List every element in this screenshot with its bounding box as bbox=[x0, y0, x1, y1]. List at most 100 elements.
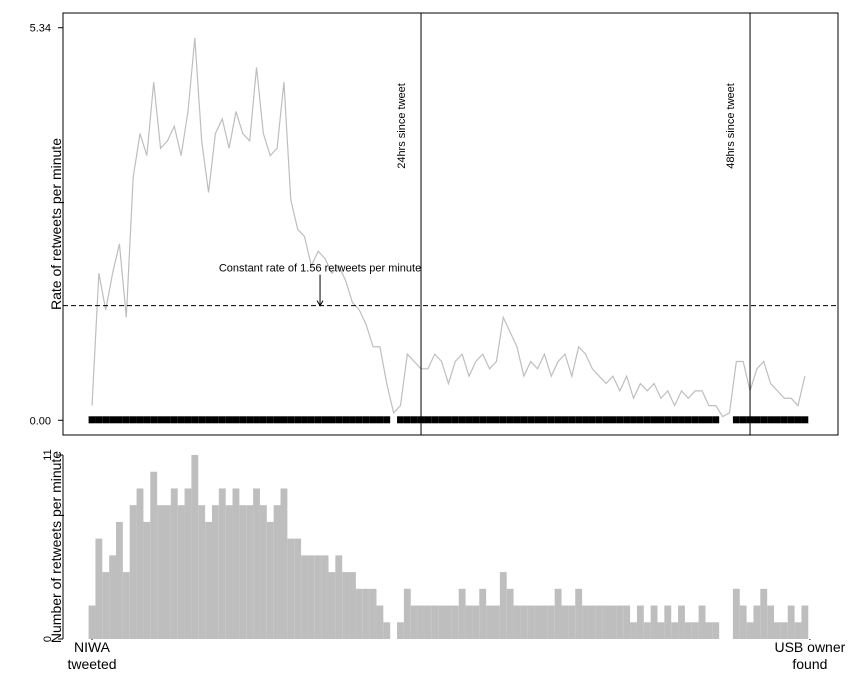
bar bbox=[774, 622, 781, 639]
arrow-head bbox=[316, 300, 324, 307]
bar bbox=[705, 622, 713, 639]
bar bbox=[246, 505, 254, 639]
rug-mark bbox=[383, 416, 391, 424]
bar bbox=[520, 605, 528, 639]
rug-mark bbox=[335, 416, 343, 424]
rug-mark bbox=[150, 416, 158, 424]
rug-mark bbox=[739, 416, 747, 424]
bar bbox=[342, 572, 350, 639]
rug-mark bbox=[712, 416, 720, 424]
rug-mark bbox=[239, 416, 247, 424]
bar bbox=[218, 488, 226, 639]
rug-mark bbox=[232, 416, 240, 424]
rug-mark bbox=[109, 416, 117, 424]
bar bbox=[335, 555, 343, 639]
rug-mark bbox=[170, 416, 178, 424]
rug-mark bbox=[116, 416, 123, 424]
bar bbox=[643, 622, 651, 639]
rug-mark bbox=[588, 416, 596, 424]
bar bbox=[691, 622, 699, 639]
bar bbox=[616, 605, 624, 639]
rug-mark bbox=[657, 416, 665, 424]
bar bbox=[698, 605, 706, 639]
bar bbox=[458, 588, 466, 639]
bar bbox=[198, 505, 206, 639]
rug-mark bbox=[191, 416, 199, 424]
bar bbox=[479, 588, 487, 639]
rug-mark bbox=[554, 416, 562, 424]
y-tick-label: 0 bbox=[42, 636, 54, 642]
bar bbox=[753, 605, 761, 639]
bar bbox=[150, 471, 158, 639]
rug-mark bbox=[328, 416, 336, 424]
rug-mark bbox=[102, 416, 110, 424]
bar bbox=[369, 588, 377, 639]
bar bbox=[122, 572, 130, 639]
rug-mark bbox=[527, 416, 535, 424]
rug-mark bbox=[157, 416, 164, 424]
rug-mark bbox=[266, 416, 274, 424]
rug-mark bbox=[575, 416, 583, 424]
bar bbox=[143, 521, 151, 639]
bar bbox=[294, 538, 302, 639]
bar bbox=[746, 622, 754, 639]
bar bbox=[253, 488, 260, 639]
bar bbox=[321, 555, 329, 639]
rug-mark bbox=[205, 416, 212, 424]
bar bbox=[451, 605, 459, 639]
bar bbox=[472, 605, 480, 639]
bar bbox=[801, 605, 809, 639]
rug-mark bbox=[678, 416, 685, 424]
rug-mark bbox=[609, 416, 617, 424]
bar bbox=[636, 605, 644, 639]
bar bbox=[650, 605, 658, 639]
bar bbox=[438, 605, 446, 639]
bar bbox=[534, 605, 541, 639]
rug-mark bbox=[163, 416, 171, 424]
time-marker-label: 48hrs since tweet bbox=[725, 83, 737, 169]
rug-mark bbox=[499, 416, 507, 424]
bar bbox=[465, 605, 473, 639]
bar bbox=[225, 505, 233, 639]
rug-mark bbox=[513, 416, 521, 424]
time-marker-label: 24hrs since tweet bbox=[396, 83, 408, 169]
rug-mark bbox=[561, 416, 569, 424]
rug-mark bbox=[534, 416, 541, 424]
bar bbox=[780, 622, 788, 639]
rug-mark bbox=[472, 416, 480, 424]
rug-mark bbox=[280, 416, 288, 424]
rug-mark bbox=[424, 416, 432, 424]
bar bbox=[671, 622, 679, 639]
rug-mark bbox=[184, 416, 192, 424]
rug-mark bbox=[767, 416, 775, 424]
rug-mark bbox=[211, 416, 219, 424]
bar bbox=[417, 605, 425, 639]
bar bbox=[266, 521, 274, 639]
bar bbox=[383, 622, 391, 639]
rug-mark bbox=[595, 416, 603, 424]
bar bbox=[328, 572, 336, 639]
rug-mark bbox=[369, 416, 377, 424]
rug-mark bbox=[568, 416, 576, 424]
bar bbox=[602, 605, 610, 639]
bar bbox=[424, 605, 432, 639]
rug-mark bbox=[636, 416, 644, 424]
bar bbox=[273, 505, 281, 639]
rug-mark bbox=[671, 416, 679, 424]
y-axis-label: Rate of retweets per minute bbox=[48, 138, 64, 310]
bar bbox=[575, 588, 583, 639]
bar bbox=[513, 605, 521, 639]
bar bbox=[376, 605, 384, 639]
bar bbox=[136, 488, 144, 639]
bar bbox=[499, 572, 507, 639]
rug-mark bbox=[650, 416, 658, 424]
rug-mark bbox=[760, 416, 768, 424]
rug-mark bbox=[732, 416, 740, 424]
rug-mark bbox=[643, 416, 651, 424]
bar bbox=[280, 488, 288, 639]
rug-mark bbox=[801, 416, 809, 424]
plot-box bbox=[62, 12, 839, 436]
bar bbox=[307, 555, 315, 639]
rug-mark bbox=[294, 416, 302, 424]
